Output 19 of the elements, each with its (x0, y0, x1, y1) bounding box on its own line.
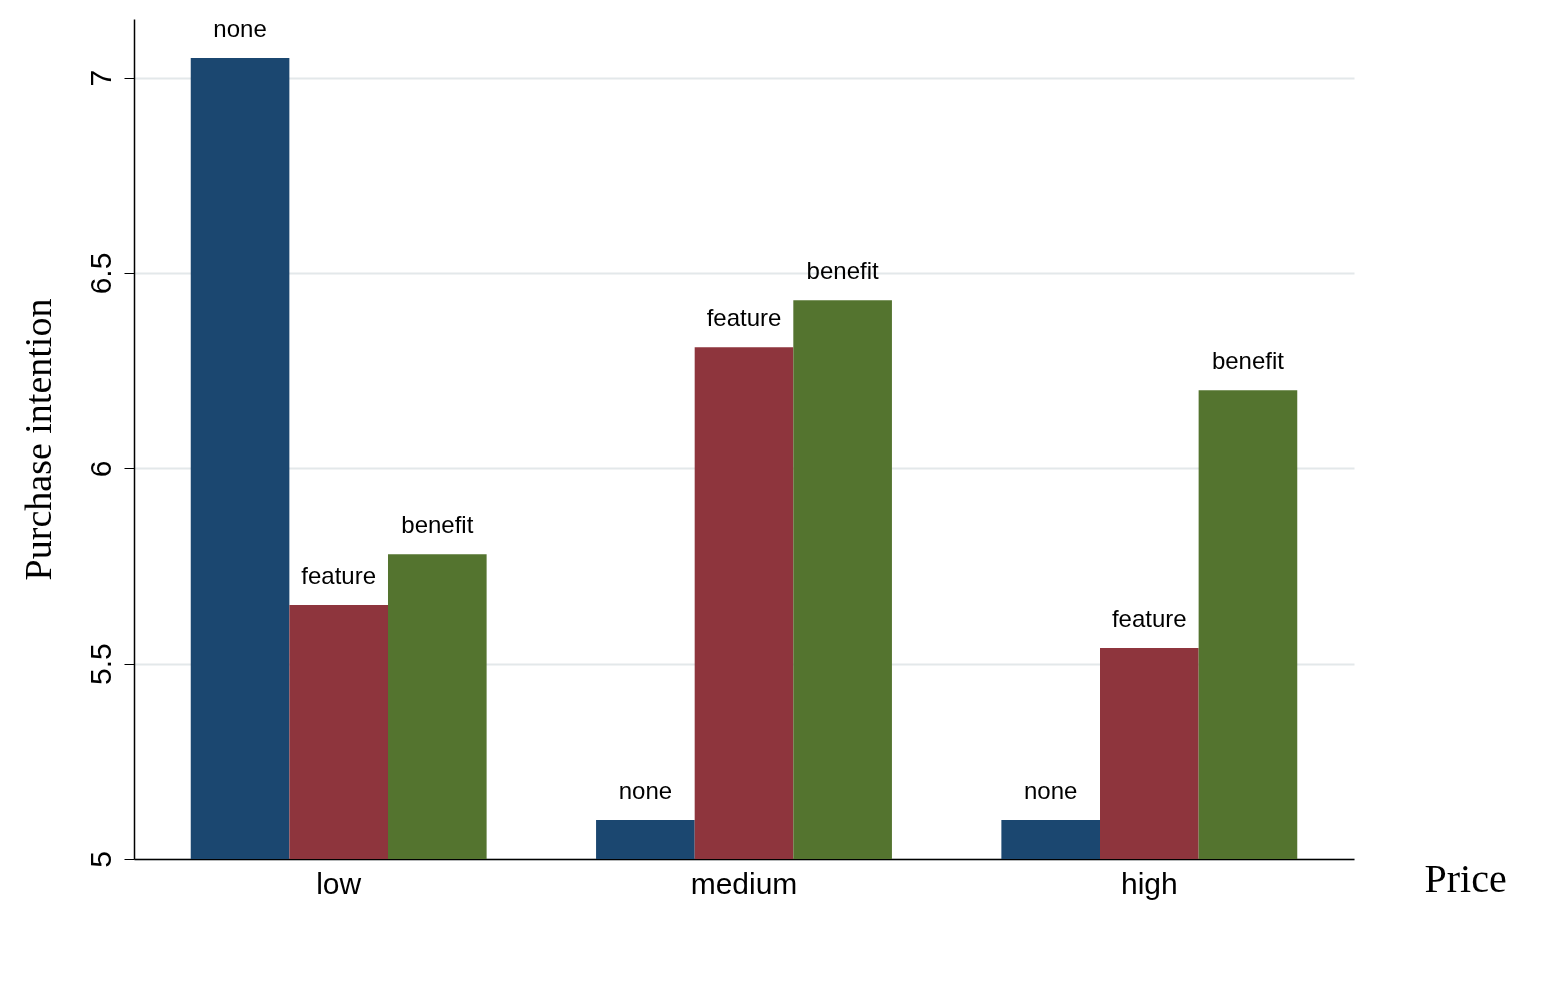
text: benefit (806, 257, 879, 285)
y-tick-label: 6 (83, 460, 117, 478)
y-tick-label: 6.5 (83, 252, 117, 295)
text: feature (1111, 605, 1187, 633)
series-label: none (213, 15, 267, 43)
y-tick-label: 5.5 (83, 643, 117, 686)
text: none (618, 776, 673, 804)
x-tick-label: high (1120, 866, 1178, 900)
y-axis-title: Purchase intention (16, 298, 59, 581)
text: none (1023, 776, 1078, 804)
x-tick-label: medium (690, 866, 798, 900)
x-tick-label: low (316, 866, 362, 900)
series-label: feature (301, 562, 377, 590)
series-label: benefit (401, 511, 474, 539)
text: feature (706, 304, 782, 332)
y-tick-label: 5 (83, 851, 117, 868)
text: benefit (1211, 347, 1284, 375)
x-axis-title: Price (1424, 855, 1507, 901)
y-tick-label: 7 (83, 69, 117, 87)
